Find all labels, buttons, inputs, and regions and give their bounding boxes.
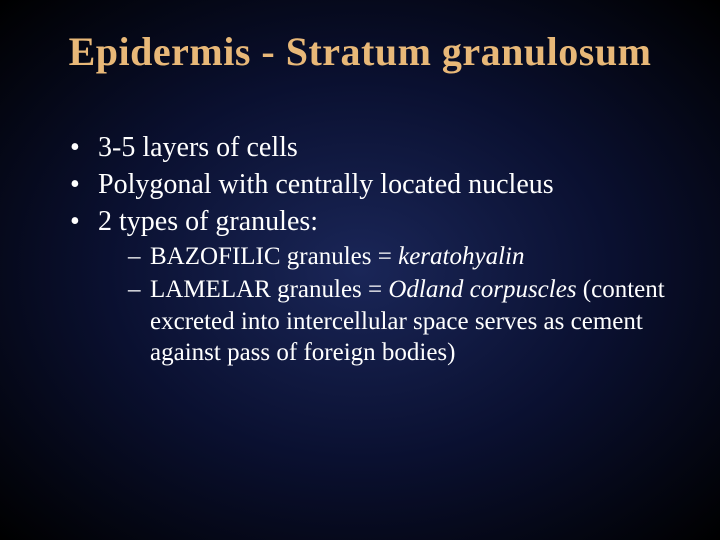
bullet-list: 3-5 layers of cells Polygonal with centr… — [50, 130, 670, 368]
sub-bullet-list: BAZOFILIC granules = keratohyalin LAMELA… — [98, 241, 670, 368]
sub-italic: Odland corpuscles — [388, 276, 576, 303]
bullet-item: 3-5 layers of cells — [70, 130, 670, 165]
sub-prefix: BAZOFILIC granules = — [150, 243, 398, 270]
slide-title: Epidermis - Stratum granulosum — [50, 28, 670, 75]
sub-bullet-item: BAZOFILIC granules = keratohyalin — [128, 241, 670, 272]
bullet-item: Polygonal with centrally located nucleus — [70, 167, 670, 202]
sub-italic: keratohyalin — [398, 243, 524, 270]
sub-bullet-item: LAMELAR granules = Odland corpuscles (co… — [128, 274, 670, 368]
sub-prefix: LAMELAR granules = — [150, 276, 388, 303]
bullet-text: 2 types of granules: — [98, 206, 318, 237]
bullet-item: 2 types of granules: BAZOFILIC granules … — [70, 204, 670, 368]
